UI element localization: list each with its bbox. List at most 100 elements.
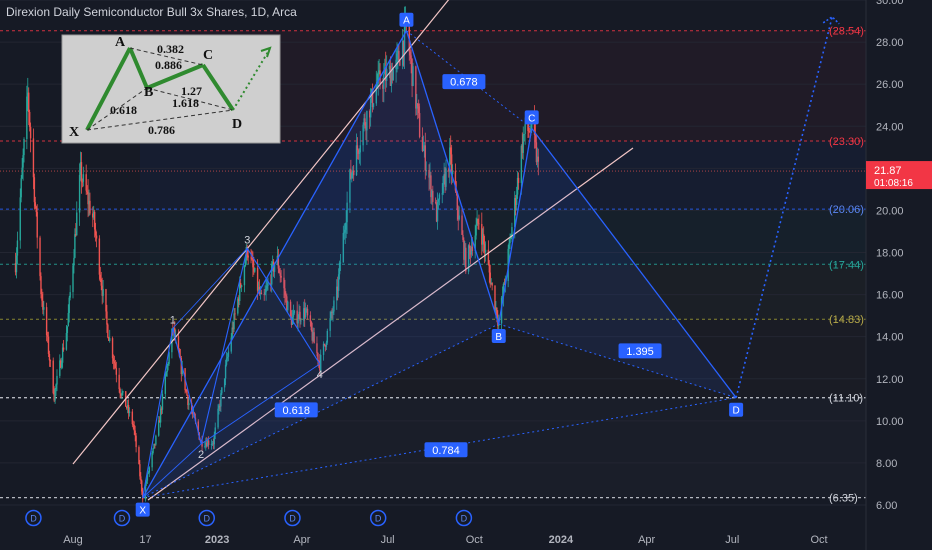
candle-body: [451, 171, 454, 175]
candle-body: [271, 264, 273, 285]
candle-body: [458, 215, 460, 220]
candle-body: [312, 332, 314, 341]
candle-body: [161, 393, 164, 410]
candle-body: [482, 234, 484, 245]
candle-body: [388, 65, 391, 70]
candle-body: [336, 286, 338, 301]
candle-body: [231, 327, 233, 338]
candle-body: [437, 199, 440, 202]
point-label: X: [139, 506, 146, 517]
candle-body: [336, 286, 339, 291]
candle-body: [118, 374, 120, 390]
candle-body: [26, 96, 28, 140]
candle-body: [122, 391, 124, 393]
candle-body: [93, 211, 95, 218]
candle-body: [286, 296, 288, 311]
candle-body: [496, 307, 498, 319]
candle-body: [33, 177, 36, 203]
pattern-xab-fill: [142, 30, 499, 498]
candle-body: [375, 86, 377, 104]
candle-body: [316, 343, 318, 353]
candle-body: [502, 283, 505, 297]
point-label: C: [528, 113, 535, 124]
candle-body: [218, 405, 220, 409]
candle-body: [515, 198, 517, 205]
candle-body: [297, 319, 299, 324]
point-badge: [524, 110, 539, 125]
candle-body: [484, 249, 487, 253]
candle-body: [259, 292, 262, 294]
ratio-badge: [618, 343, 662, 359]
dividend-marker-label: D: [119, 514, 126, 524]
candle-body: [534, 134, 537, 143]
candle-body: [478, 223, 480, 225]
candle-body: [342, 232, 345, 263]
candle-body: [210, 444, 213, 446]
y-tick-label: 14.00: [876, 332, 904, 344]
candle-body: [36, 212, 38, 238]
candle-body: [495, 307, 497, 311]
candle-body: [14, 263, 17, 273]
candle-body: [352, 170, 355, 176]
candle-body: [371, 89, 374, 108]
candle-body: [364, 118, 366, 126]
candle-body: [349, 169, 351, 203]
candle-body: [188, 403, 190, 406]
candle-body: [529, 131, 531, 132]
pattern-bcd-fill: [498, 128, 737, 398]
last-price-tag: [866, 161, 932, 190]
candle-body: [431, 190, 433, 198]
candle-body: [326, 330, 329, 343]
candle-body: [166, 365, 168, 373]
candle-body: [225, 358, 228, 365]
inset-ratio-label: 0.618: [110, 103, 137, 117]
candle-body: [410, 55, 412, 59]
candle-body: [279, 272, 281, 276]
candle-body: [501, 296, 504, 298]
candle-body: [95, 235, 98, 239]
candle-body: [511, 227, 513, 238]
candle-body: [220, 393, 222, 407]
candle-body: [319, 361, 321, 371]
candle-body: [514, 198, 516, 228]
inset-ratio-line: [86, 109, 234, 131]
inset-ratio-label: 0.786: [148, 123, 175, 137]
candle-body: [254, 267, 256, 272]
candle-body: [79, 162, 82, 175]
candle-body: [331, 312, 333, 314]
x-tick-label: 17: [139, 534, 151, 546]
candle-body: [300, 320, 302, 322]
candles: [14, 6, 540, 503]
candle-body: [187, 395, 189, 406]
level-label: (23.30): [829, 136, 864, 148]
inset-ratio-line: [146, 87, 234, 111]
price-axis-bg: [866, 0, 932, 550]
candle-body: [372, 103, 375, 108]
channel-upper-line: [72, 0, 450, 465]
candle-body: [470, 246, 473, 255]
candle-body: [186, 390, 188, 396]
candle-body: [109, 338, 111, 341]
candle-body: [403, 22, 406, 55]
projection-arrow: [822, 15, 840, 25]
candle-body: [211, 443, 214, 445]
dividend-marker-label: D: [375, 514, 382, 524]
candle-body: [52, 360, 54, 394]
candle-body: [417, 103, 419, 107]
candle-body: [115, 368, 118, 375]
candle-body: [148, 467, 150, 473]
candle-body: [435, 202, 438, 222]
candle-body: [155, 435, 157, 445]
candle-body: [113, 361, 116, 364]
inset-leg: [128, 47, 149, 89]
candle-body: [246, 247, 248, 256]
candle-body: [21, 167, 23, 179]
candle-body: [159, 408, 162, 423]
candle-body: [82, 174, 85, 182]
ratio-badge: [274, 402, 318, 418]
candle-body: [385, 69, 388, 81]
candle-body: [48, 353, 51, 361]
candle-body: [43, 307, 45, 310]
candle-body: [120, 393, 122, 396]
